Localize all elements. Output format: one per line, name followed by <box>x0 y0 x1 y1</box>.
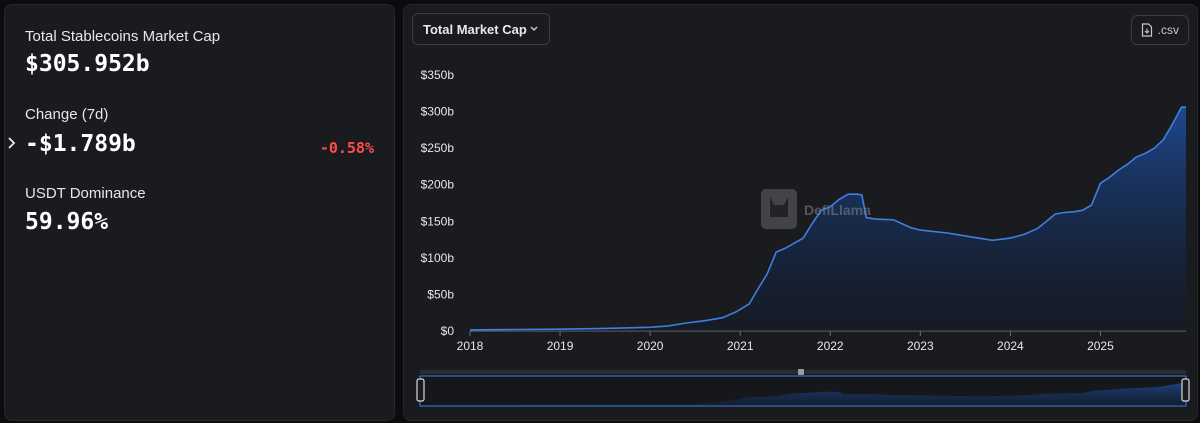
y-axis: $0 $50b $100b $150b $200b $250b $300b $350b <box>421 68 455 338</box>
defillama-watermark: DefiLlama <box>761 189 871 229</box>
download-csv-label: .csv <box>1157 23 1179 37</box>
change-7d-percent: -0.58% <box>319 139 374 157</box>
x-tick-label: 2019 <box>547 339 574 353</box>
total-market-cap-label: Total Stablecoins Market Cap <box>25 28 221 45</box>
market-cap-line <box>469 106 1186 331</box>
change-7d-value: -$1.789b <box>25 131 136 157</box>
file-download-icon <box>1141 23 1153 37</box>
chevron-down-icon <box>530 26 538 32</box>
y-tick-label: $200b <box>421 178 455 192</box>
y-tick-label: $150b <box>421 214 455 228</box>
usdt-dominance-value: 59.96% <box>25 209 109 235</box>
market-cap-chart[interactable]: $0 $50b $100b $150b $200b $250b $300b $350b 201… <box>404 5 1197 420</box>
download-csv-button[interactable]: .csv <box>1131 15 1189 45</box>
watermark-text: DefiLlama <box>804 202 871 218</box>
usdt-dominance-label: USDT Dominance <box>25 185 146 202</box>
y-tick-label: $350b <box>421 68 455 82</box>
y-tick-label: $250b <box>421 141 455 155</box>
change-7d-label: Change (7d) <box>25 106 109 123</box>
x-axis: 2018 2019 2020 2021 2022 2023 2024 2025 <box>457 330 1186 353</box>
metric-dropdown[interactable]: Total Market Cap <box>412 13 550 45</box>
range-handle-right[interactable] <box>1181 378 1190 402</box>
y-tick-label: $300b <box>421 105 455 119</box>
range-selector-grip-icon[interactable] <box>798 369 804 375</box>
y-tick-label: $100b <box>421 251 455 265</box>
y-tick-label: $0 <box>441 324 455 338</box>
x-tick-label: 2018 <box>457 339 484 353</box>
range-selector[interactable] <box>416 369 1190 407</box>
market-cap-area <box>470 107 1186 331</box>
x-tick-label: 2025 <box>1087 339 1114 353</box>
total-market-cap-value: $305.952b <box>25 51 150 77</box>
y-tick-label: $50b <box>427 287 454 301</box>
chevron-right-icon[interactable] <box>7 134 17 152</box>
stats-panel: Total Stablecoins Market Cap $305.952b C… <box>4 4 395 421</box>
x-tick-label: 2023 <box>907 339 934 353</box>
x-tick-label: 2020 <box>637 339 664 353</box>
metric-dropdown-label: Total Market Cap <box>423 21 527 37</box>
x-tick-label: 2024 <box>997 339 1024 353</box>
x-tick-label: 2022 <box>817 339 844 353</box>
x-tick-label: 2021 <box>727 339 754 353</box>
range-selector-preview <box>421 383 1185 405</box>
chart-panel: Total Market Cap .csv $0 $50b $100b $150b $2… <box>403 4 1198 421</box>
range-handle-left[interactable] <box>416 378 425 402</box>
